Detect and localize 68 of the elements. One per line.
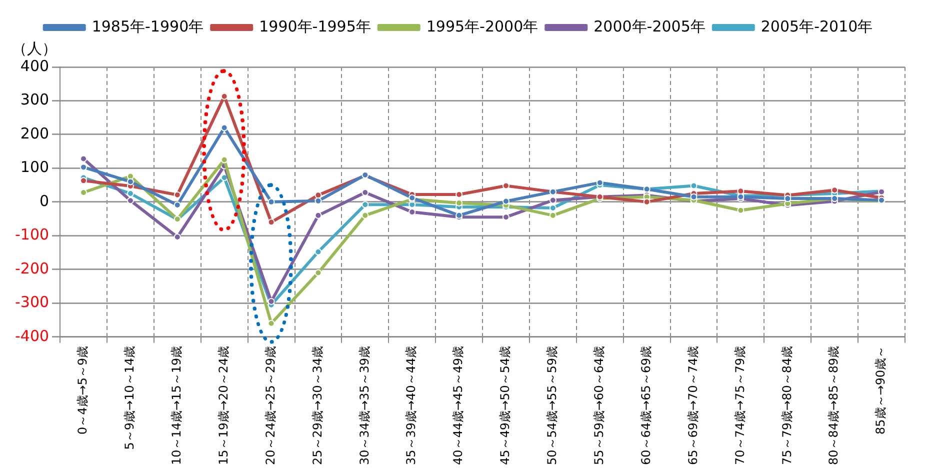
point <box>596 179 604 186</box>
y-tick-label: -400 <box>14 326 50 345</box>
point <box>220 92 228 100</box>
y-tick-label: -200 <box>14 259 50 278</box>
x-tick-label: 65～69歳→70～74歳 <box>686 346 700 466</box>
point <box>502 182 510 190</box>
x-tick-label: 25～29歳→30～34歳 <box>310 346 324 466</box>
point <box>362 212 369 219</box>
point <box>314 212 322 219</box>
point <box>126 190 134 197</box>
y-tick-label: 0 <box>39 192 50 210</box>
point <box>80 177 88 184</box>
point <box>737 206 744 214</box>
point <box>643 198 650 206</box>
x-tick-label: 75～79歳→80～84歳 <box>780 346 794 466</box>
point <box>362 201 369 208</box>
point <box>314 197 322 204</box>
y-tick-label: 200 <box>20 124 50 142</box>
point <box>737 188 744 195</box>
point <box>220 124 228 132</box>
point <box>690 193 698 200</box>
x-tick-label: 45～49歳→50～54歳 <box>498 346 512 466</box>
point <box>784 195 792 202</box>
legend-label: 2000年-2005年 <box>594 17 706 36</box>
x-tick-label: 35～39歳→40～44歳 <box>404 346 418 466</box>
y-tick-label: -300 <box>14 293 50 312</box>
y-tick-label: 300 <box>20 90 50 109</box>
point <box>126 197 134 204</box>
y-tick-label: 100 <box>20 158 50 176</box>
point <box>80 155 88 162</box>
point <box>174 201 181 208</box>
point <box>549 196 556 204</box>
y-tick-label: 400 <box>20 56 50 75</box>
point <box>126 178 134 186</box>
point <box>268 298 275 305</box>
point <box>502 214 510 221</box>
x-tick-label: 70～74歳→75～79歳 <box>732 346 747 466</box>
x-tick-label: 30～34歳→35～39歳 <box>357 346 372 466</box>
point <box>314 269 322 276</box>
y-tick-label: -100 <box>14 226 50 244</box>
legend-label: 1995年-2000年 <box>426 17 538 36</box>
legend-label: 2005年-2010年 <box>760 17 873 36</box>
point <box>690 182 698 190</box>
point <box>220 156 228 164</box>
x-tick-label: 0～4歳→5～9歳 <box>76 346 90 434</box>
x-tick-label: 55～59歳→60～64歳 <box>592 346 606 466</box>
x-tick-label: 85歳～→90歳～ <box>874 346 888 434</box>
x-tick-label: 20～24歳→25～29歳 <box>263 346 278 466</box>
point <box>268 320 275 327</box>
x-tick-label: 15～19歳→20～24歳 <box>216 346 230 466</box>
legend-label: 1990年-1995年 <box>259 17 371 36</box>
point <box>831 186 838 194</box>
point <box>268 218 275 226</box>
y-axis-title: （人） <box>12 39 57 58</box>
x-tick-label: 50～54歳→55～59歳 <box>545 346 560 466</box>
point <box>314 192 322 199</box>
x-tick-label: 60～64歳→65～69歳 <box>638 346 653 466</box>
legend-label: 1985年-1990年 <box>92 17 204 36</box>
point <box>80 164 88 171</box>
point <box>268 198 275 206</box>
point <box>549 212 556 219</box>
x-tick-label: 80～84歳→85～89歳 <box>826 346 841 466</box>
point <box>314 248 322 256</box>
x-tick-label: 40～44歳→45～49歳 <box>451 346 466 466</box>
point <box>174 191 181 198</box>
x-tick-label: 10～14歳→15～19歳 <box>170 346 184 466</box>
point <box>502 198 510 205</box>
x-tick-label: 5～9歳→10～14歳 <box>122 346 137 450</box>
